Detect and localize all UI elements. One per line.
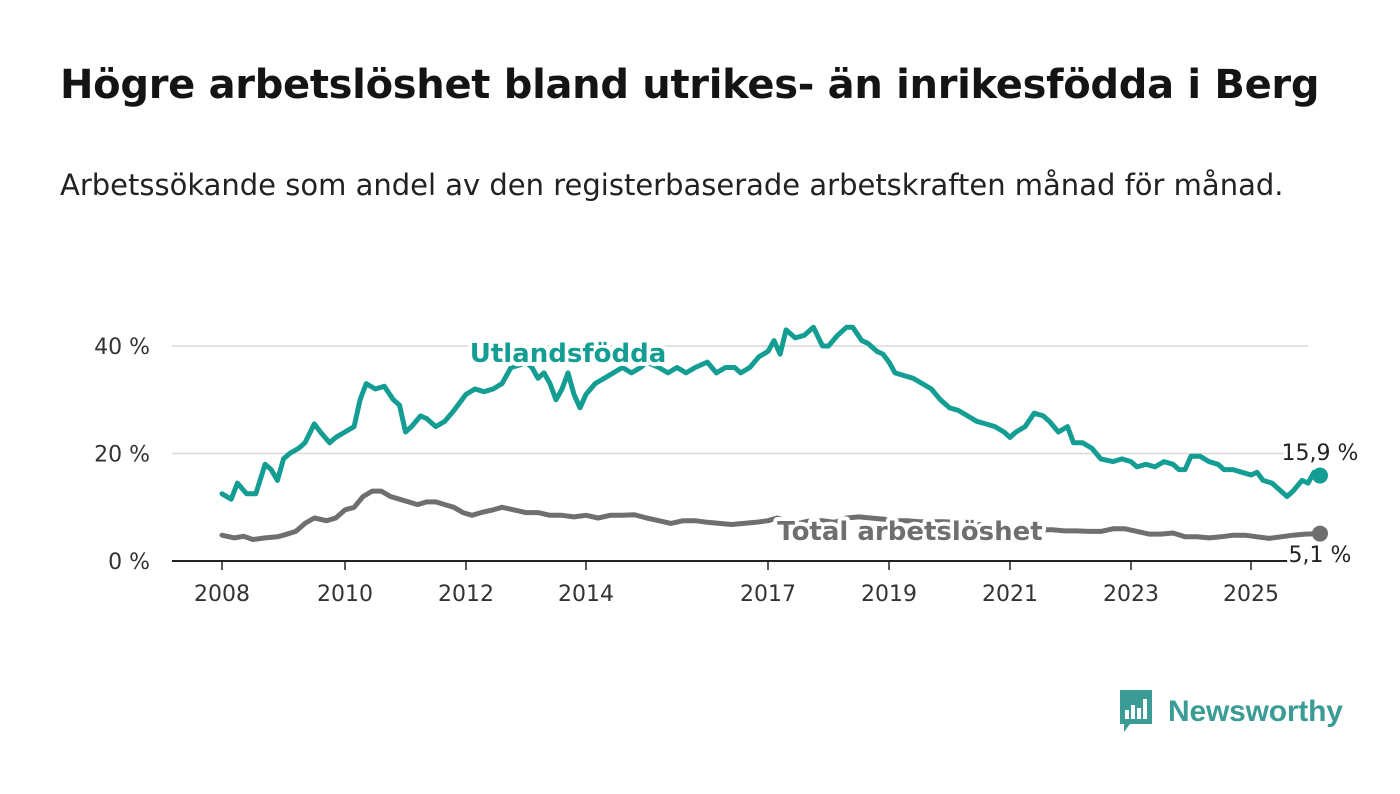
brand-name: Newsworthy	[1168, 695, 1343, 728]
x-tick-label: 2008	[194, 582, 250, 607]
x-tick-label: 2023	[1103, 582, 1159, 607]
brand-logo: Newsworthy	[1118, 690, 1343, 734]
page-subtitle: Arbetssökande som andel av den registerb…	[60, 168, 1284, 202]
series-line-utlandsfodda	[219, 324, 1323, 502]
x-tick-label: 2012	[438, 582, 494, 607]
page-title: Högre arbetslöshet bland utrikes- än inr…	[60, 62, 1320, 108]
series-name-label: Total arbetslöshet	[777, 517, 1042, 547]
x-tick-label: 2014	[558, 582, 614, 607]
series-name-label: Utlandsfödda	[470, 339, 667, 369]
newsworthy-logo-icon	[1120, 690, 1152, 732]
y-tick-label: 20 %	[94, 443, 150, 468]
y-tick-label: 0 %	[108, 550, 150, 575]
x-tick-label: 2017	[740, 582, 796, 607]
x-tick-label: 2010	[317, 582, 373, 607]
series-line-total	[219, 488, 1323, 542]
y-tick-label: 40 %	[94, 335, 150, 360]
series-end-point	[1312, 525, 1328, 542]
x-tick-label: 2025	[1223, 582, 1279, 607]
series-end-label: 5,1 %	[1289, 543, 1352, 568]
series-end-label: 15,9 %	[1282, 441, 1359, 466]
series-end-point	[1312, 467, 1328, 484]
x-tick-label: 2019	[861, 582, 917, 607]
x-tick-label: 2021	[982, 582, 1038, 607]
